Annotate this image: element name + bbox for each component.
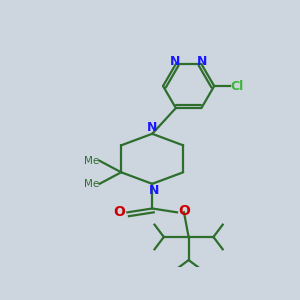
Text: N: N	[197, 55, 207, 68]
Text: N: N	[170, 55, 180, 68]
Text: O: O	[178, 204, 190, 218]
Text: O: O	[114, 205, 126, 219]
Text: N: N	[147, 121, 158, 134]
Text: Me: Me	[84, 179, 99, 189]
Text: Cl: Cl	[231, 80, 244, 92]
Text: N: N	[148, 184, 159, 196]
Text: Me: Me	[84, 156, 99, 166]
